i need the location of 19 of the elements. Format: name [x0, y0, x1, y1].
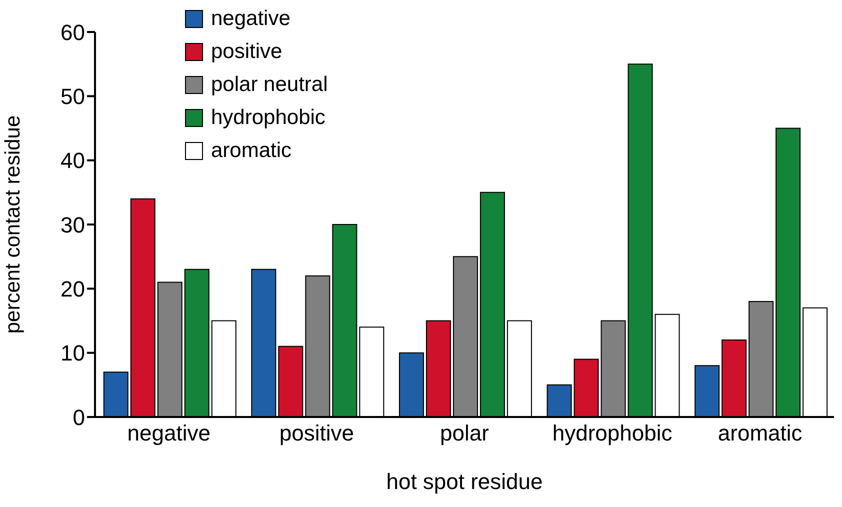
y-tick-label: 40: [60, 148, 85, 174]
legend-label: negative: [211, 6, 290, 32]
y-tick-label: 20: [60, 276, 85, 302]
x-tick-label: polar: [440, 420, 489, 446]
y-tick-label: 60: [60, 20, 85, 45]
x-axis-title: hot spot residue: [386, 469, 543, 494]
x-tick-label: aromatic: [718, 420, 802, 446]
y-tick-label: 30: [60, 212, 85, 238]
x-tick-label: positive: [279, 420, 354, 446]
x-tick-label: hydrophobic: [552, 420, 672, 446]
y-tick-label: 10: [60, 340, 85, 366]
y-tick-label: 50: [60, 84, 85, 109]
legend-label: hydrophobic: [211, 105, 326, 131]
y-axis-title: percent contact residue: [1, 115, 24, 334]
legend-label: polar neutral: [211, 72, 328, 98]
y-tick-label: 0: [72, 404, 85, 430]
x-tick-label: negative: [127, 420, 210, 446]
legend-label: aromatic: [211, 138, 292, 164]
legend-label: positive: [211, 39, 282, 65]
